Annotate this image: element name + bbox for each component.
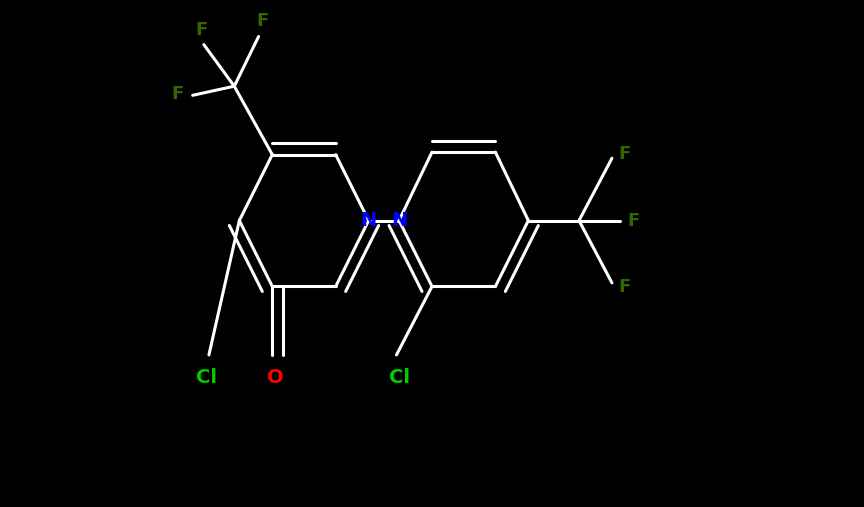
- Text: Cl: Cl: [389, 368, 410, 386]
- Text: F: F: [628, 211, 640, 230]
- Text: F: F: [618, 278, 631, 296]
- Text: F: F: [171, 85, 183, 103]
- Text: N: N: [391, 211, 407, 230]
- Text: N: N: [360, 211, 377, 230]
- Text: F: F: [257, 12, 269, 30]
- Text: O: O: [266, 368, 283, 386]
- Text: F: F: [618, 145, 631, 163]
- Text: Cl: Cl: [196, 368, 217, 386]
- Text: F: F: [195, 20, 207, 39]
